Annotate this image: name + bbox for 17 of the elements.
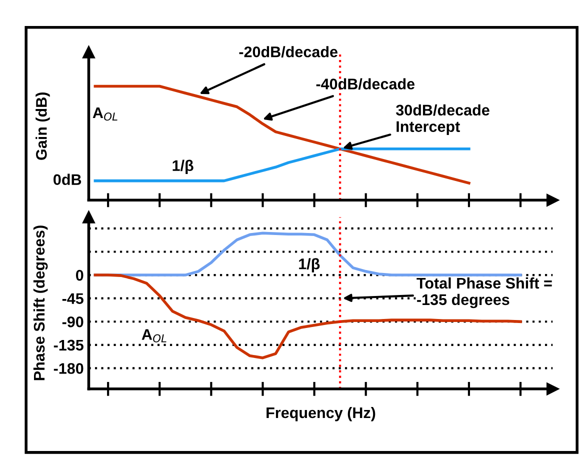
annotation: 1/β [172, 160, 194, 174]
annotation: 1/β [299, 258, 320, 272]
annotation: A$_{OL}$ [92, 107, 118, 121]
annotation: Total Phase Shift = -135 degrees [416, 277, 552, 308]
y-tick-label: -45 [62, 293, 84, 304]
annotation: A$_{OL}$ [142, 329, 166, 342]
y-tick-label: 0 [76, 270, 84, 281]
y-axis-title: Phase Shift (degrees) [33, 226, 48, 380]
y-axis-title: Gain (dB) [36, 92, 50, 160]
y-tick-label: -135 [54, 340, 84, 351]
text: -20dB/decade [239, 46, 338, 58]
x-axis-title: Frequency (Hz) [266, 406, 376, 422]
annotation: 30dB/decade Intercept [396, 104, 490, 136]
y-tick-label: -90 [62, 316, 84, 328]
annotation: -40dB/decade [316, 78, 415, 90]
text: 0dB [54, 174, 82, 186]
y-tick-label: -180 [54, 363, 84, 374]
